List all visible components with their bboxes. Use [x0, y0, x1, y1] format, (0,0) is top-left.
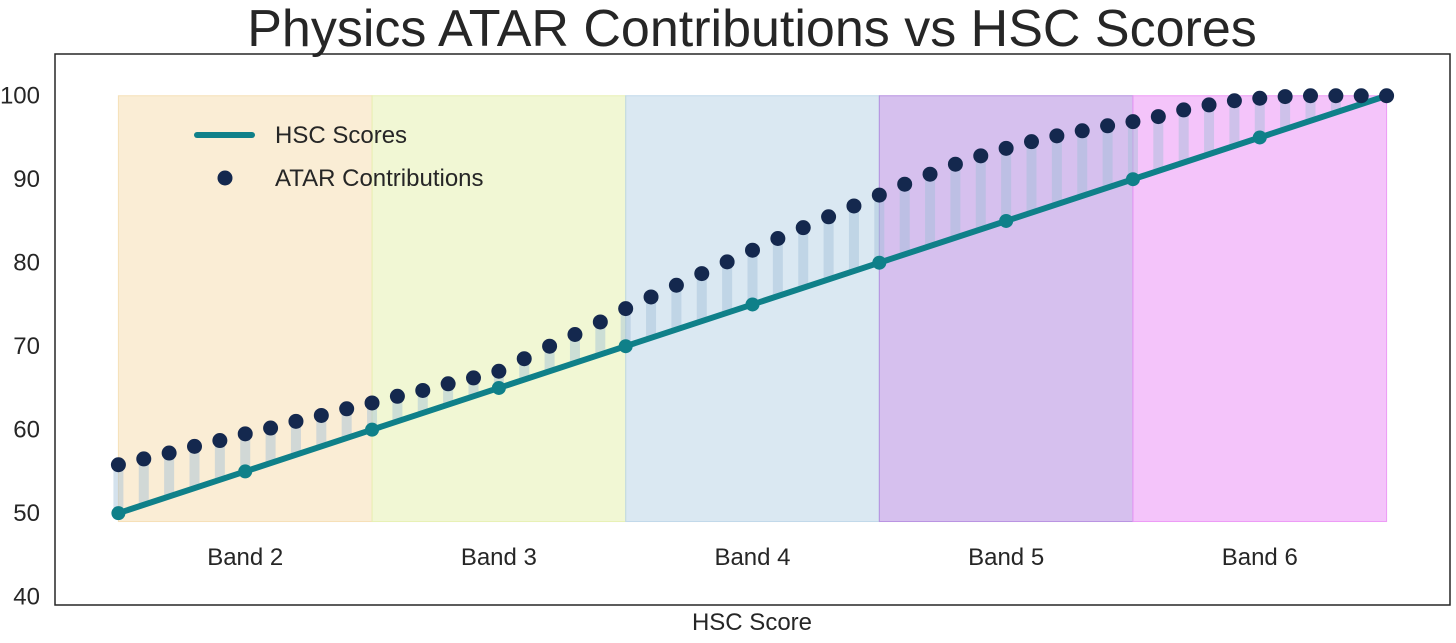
legend-label-hsc-scores: HSC Scores [275, 122, 407, 149]
atar-contribution-point [871, 187, 887, 203]
atar-contribution-point [998, 140, 1014, 156]
legend-dot-marker [217, 170, 233, 186]
hsc-score-point [491, 380, 506, 395]
atar-contribution-point [1353, 88, 1369, 104]
atar-contribution-point [389, 388, 405, 404]
hsc-score-point [1125, 172, 1140, 187]
band-region [371, 95, 627, 523]
hsc-score-point [618, 339, 633, 354]
y-tick-label: 40 [13, 584, 40, 611]
y-tick-label: 100 [0, 83, 40, 110]
atar-contribution-point [110, 457, 126, 473]
atar-contribution-point [415, 382, 431, 398]
band-label: Band 5 [968, 544, 1044, 571]
atar-contribution-point [1201, 97, 1217, 113]
atar-contribution-point [846, 198, 862, 214]
y-tick-label: 80 [13, 250, 40, 277]
hsc-score-point [238, 464, 253, 479]
atar-contribution-point [1049, 128, 1065, 144]
y-tick-label: 90 [13, 166, 40, 193]
atar-contribution-point [466, 370, 481, 386]
plot-frame [54, 53, 1451, 606]
atar-contribution-point [1176, 102, 1192, 118]
atar-contribution-point [1074, 123, 1090, 139]
atar-contribution-point [1125, 114, 1141, 130]
atar-contribution-point [1150, 109, 1166, 125]
chart-title: Physics ATAR Contributions vs HSC Scores [247, 0, 1257, 58]
band-label: Band 2 [207, 544, 283, 571]
band-region [1132, 95, 1388, 523]
hsc-score-point [111, 506, 126, 521]
atar-contribution-point [1252, 90, 1268, 106]
hsc-score-point [872, 255, 887, 270]
atar-contribution-point [1379, 88, 1395, 104]
band-label: Band 6 [1222, 544, 1298, 571]
band-region [117, 95, 373, 523]
band-label: Band 4 [714, 544, 790, 571]
atar-contribution-point [1328, 88, 1344, 104]
band-region [878, 95, 1134, 523]
atar-contribution-point [821, 209, 837, 225]
y-tick-label: 50 [13, 500, 40, 527]
atar-contribution-point [770, 231, 786, 247]
atar-contribution-point [1024, 134, 1039, 150]
atar-contribution-point [643, 289, 659, 305]
atar-contribution-point [313, 407, 329, 423]
x-axis-label: HSC Score [692, 609, 812, 636]
atar-contribution-point [668, 277, 684, 293]
atar-contribution-point [339, 401, 355, 417]
atar-contribution-point [1100, 118, 1116, 134]
atar-contribution-point [491, 363, 507, 379]
legend-label-atar-contributions: ATAR Contributions [275, 165, 484, 192]
atar-contribution-point [1277, 89, 1293, 105]
atar-contribution-point [897, 176, 913, 192]
atar-contribution-point [592, 314, 608, 330]
atar-contribution-point [542, 338, 558, 354]
atar-contribution-point [947, 156, 963, 172]
atar-contribution-point [745, 242, 760, 258]
hsc-score-point [365, 422, 380, 437]
atar-contribution-point [440, 376, 456, 392]
atar-contribution-point [136, 451, 152, 467]
atar-contribution-point [1303, 88, 1318, 104]
hsc-score-point [1252, 130, 1267, 145]
y-tick-label: 70 [13, 333, 40, 360]
atar-contribution-point [237, 426, 253, 442]
legend: HSC Scores ATAR Contributions [194, 122, 484, 192]
atar-contribution-point [161, 445, 177, 461]
atar-contribution-point [263, 420, 279, 436]
atar-contribution-point [1226, 93, 1242, 109]
hsc-score-point [745, 297, 760, 312]
y-tick-label: 60 [13, 417, 40, 444]
atar-contribution-point [212, 433, 228, 449]
atar-contribution-point [694, 266, 710, 282]
atar-contribution-point [618, 301, 634, 317]
atar-contribution-point [973, 148, 989, 164]
band-label: Band 3 [461, 544, 537, 571]
atar-contribution-point [922, 166, 938, 182]
atar-contribution-point [567, 327, 583, 343]
atar-contribution-point [795, 220, 811, 236]
atar-contribution-point [719, 254, 735, 270]
hsc-score-point [999, 213, 1014, 228]
atar-contribution-point [516, 351, 532, 367]
atar-contribution-point [288, 413, 304, 429]
atar-contribution-point [364, 395, 380, 411]
atar-contribution-point [187, 438, 202, 454]
